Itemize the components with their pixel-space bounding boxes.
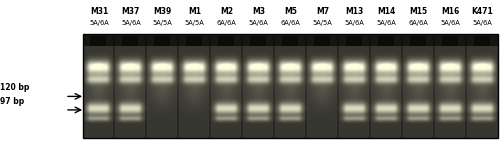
Text: M15: M15 <box>409 6 428 16</box>
Bar <box>83 34 498 138</box>
Text: M2: M2 <box>220 6 233 16</box>
Text: 120 bp: 120 bp <box>0 83 30 92</box>
Text: 5A/6A: 5A/6A <box>89 20 109 26</box>
Text: 6A/6A: 6A/6A <box>217 20 236 26</box>
Text: 5A/6A: 5A/6A <box>344 20 364 26</box>
Text: M16: M16 <box>441 6 459 16</box>
Text: M1: M1 <box>188 6 201 16</box>
Text: M3: M3 <box>252 6 265 16</box>
Text: 5A/6A: 5A/6A <box>440 20 460 26</box>
Text: 5A/6A: 5A/6A <box>472 20 492 26</box>
Text: 5A/6A: 5A/6A <box>121 20 141 26</box>
Text: M5: M5 <box>284 6 297 16</box>
Text: 5A/5A: 5A/5A <box>185 20 204 26</box>
Text: M7: M7 <box>316 6 329 16</box>
Text: 97 bp: 97 bp <box>0 97 24 106</box>
Text: 6A/6A: 6A/6A <box>280 20 300 26</box>
Text: M31: M31 <box>90 6 108 16</box>
Text: M37: M37 <box>122 6 140 16</box>
Text: M13: M13 <box>345 6 364 16</box>
Text: K471: K471 <box>471 6 493 16</box>
Text: 5A/5A: 5A/5A <box>153 20 172 26</box>
Text: 5A/6A: 5A/6A <box>376 20 396 26</box>
Text: 5A/6A: 5A/6A <box>248 20 268 26</box>
Text: 5A/5A: 5A/5A <box>312 20 332 26</box>
Text: 6A/6A: 6A/6A <box>408 20 428 26</box>
Text: M39: M39 <box>154 6 172 16</box>
Text: M14: M14 <box>377 6 396 16</box>
